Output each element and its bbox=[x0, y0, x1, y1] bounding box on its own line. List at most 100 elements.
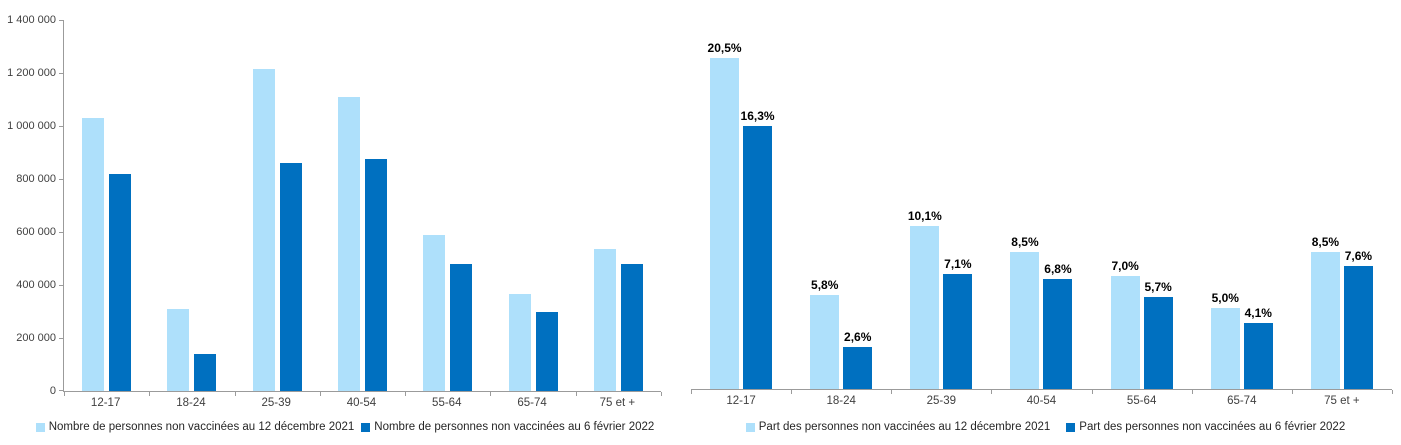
bar-series-1 bbox=[1143, 297, 1173, 389]
bar-group-slot bbox=[508, 294, 531, 391]
legend-swatch-dark-blue bbox=[361, 422, 371, 432]
category-group: 20,5% 16,3% bbox=[691, 34, 791, 389]
category-group: 7,0% 5,7% bbox=[1092, 34, 1192, 389]
legend-item-feb-2022: Part des personnes non vaccinées au 6 fé… bbox=[1066, 421, 1345, 433]
legend: Part des personnes non vaccinées au 12 d… bbox=[690, 421, 1401, 433]
y-tick-label: 600 000 bbox=[16, 226, 56, 238]
bar-group-slot: 2,6% bbox=[843, 331, 873, 389]
bar-series-0 bbox=[337, 97, 360, 391]
x-tick-label: 65-74 bbox=[1227, 395, 1257, 407]
bar-series-1 bbox=[743, 126, 773, 389]
bar-group-slot bbox=[82, 118, 105, 391]
legend-swatch-light-blue bbox=[35, 422, 45, 432]
data-label: 20,5% bbox=[707, 41, 742, 55]
bar-group-slot bbox=[593, 249, 616, 391]
bar-series-0 bbox=[910, 226, 940, 389]
y-axis-tick bbox=[59, 20, 63, 21]
bar-group-slot: 8,5% bbox=[1310, 235, 1340, 389]
x-axis-tick bbox=[490, 392, 492, 396]
data-label: 7,0% bbox=[1111, 259, 1139, 273]
y-axis-tick bbox=[59, 390, 63, 391]
y-axis-tick bbox=[59, 73, 63, 74]
x-axis-tick bbox=[991, 390, 993, 394]
data-label: 7,6% bbox=[1344, 249, 1373, 263]
y-tick-label: 400 000 bbox=[16, 279, 56, 291]
x-axis-tick bbox=[1392, 390, 1393, 394]
category-group bbox=[490, 20, 575, 391]
data-label: 7,1% bbox=[944, 257, 972, 271]
bar-series-0 bbox=[1010, 252, 1040, 389]
x-tick-label: 12-17 bbox=[90, 397, 121, 409]
category-group bbox=[64, 20, 149, 391]
y-axis-tick bbox=[59, 232, 63, 233]
category-group bbox=[320, 20, 405, 391]
data-label: 5,0% bbox=[1211, 291, 1239, 305]
bar-group-slot: 7,0% bbox=[1110, 259, 1140, 389]
category-group: 5,8% 2,6% bbox=[791, 34, 891, 389]
legend-label: Nombre de personnes non vaccinées au 12 … bbox=[48, 421, 355, 433]
bar-series-1 bbox=[1043, 279, 1073, 389]
bar-series-0 bbox=[1210, 308, 1240, 389]
bar-group-slot: 10,1% bbox=[908, 210, 942, 389]
y-tick-label: 1 400 000 bbox=[7, 14, 56, 26]
y-axis-labels: 1 400 000 1 200 000 1 000 000 800 000 600 00… bbox=[0, 14, 58, 397]
category-group bbox=[235, 20, 320, 391]
plot-area bbox=[59, 20, 662, 396]
x-axis-tick bbox=[791, 390, 793, 394]
bar-series-0 bbox=[82, 118, 105, 391]
bar-series-1 bbox=[279, 163, 302, 391]
x-tick-label: 75 et + bbox=[599, 397, 636, 409]
x-tick-label: 55-64 bbox=[432, 397, 462, 409]
data-label: 4,1% bbox=[1244, 306, 1272, 320]
bar-series-1 bbox=[364, 159, 387, 391]
chart-share-unvaccinated: 20,5% 16,3% 5,8% 2,6% 10,1% 7,1% 8,5% 6,8% 7,0% 5… bbox=[690, 0, 1401, 445]
bar-series-0 bbox=[1310, 252, 1340, 389]
bar-series-0 bbox=[710, 58, 740, 389]
bar-group-slot bbox=[620, 264, 643, 391]
legend-item-dec-2021: Part des personnes non vaccinées au 12 d… bbox=[745, 421, 1050, 433]
x-axis-tick bbox=[891, 390, 893, 394]
bar-series-1 bbox=[535, 312, 558, 391]
x-tick-label: 18-24 bbox=[826, 395, 856, 407]
y-tick-label: 1 000 000 bbox=[7, 120, 56, 132]
legend-swatch-light-blue bbox=[745, 422, 755, 432]
x-tick-label: 55-64 bbox=[1126, 395, 1157, 407]
bar-series-1 bbox=[843, 347, 873, 389]
x-axis-tick bbox=[64, 392, 65, 396]
bar-group-slot: 5,0% bbox=[1210, 291, 1240, 389]
bar-group-slot bbox=[364, 159, 387, 391]
data-label: 6,8% bbox=[1044, 262, 1072, 276]
category-group bbox=[149, 20, 234, 391]
bar-group-slot: 8,5% bbox=[1010, 235, 1040, 389]
x-axis-tick bbox=[319, 392, 321, 396]
category-group: 8,5% 6,8% bbox=[991, 34, 1091, 389]
bar-series-0 bbox=[252, 69, 275, 391]
x-axis-tick bbox=[1291, 390, 1293, 394]
x-tick-label: 75 et + bbox=[1324, 395, 1360, 407]
x-axis-tick bbox=[405, 392, 407, 396]
x-axis-tick bbox=[691, 390, 692, 394]
bar-group-slot bbox=[535, 312, 558, 391]
category-group bbox=[405, 20, 490, 391]
bar-series-0 bbox=[1110, 276, 1140, 389]
x-tick-label: 40-54 bbox=[346, 397, 377, 409]
y-tick-label: 800 000 bbox=[16, 173, 56, 185]
x-axis-labels: 12-17 18-24 25-39 40-54 55-64 65-74 75 et + bbox=[63, 397, 660, 409]
x-tick-label: 25-39 bbox=[926, 395, 957, 407]
y-axis-tick bbox=[59, 338, 63, 339]
x-tick-label: 40-54 bbox=[1026, 395, 1057, 407]
category-group: 8,5% 7,6% bbox=[1292, 34, 1392, 389]
chart-count-unvaccinated: 1 400 000 1 200 000 1 000 000 800 000 600 00… bbox=[0, 0, 690, 445]
legend-item-feb-2022: Nombre de personnes non vaccinées au 6 f… bbox=[361, 421, 654, 433]
x-axis-tick bbox=[575, 392, 577, 396]
bar-series-1 bbox=[620, 264, 643, 391]
bar-group-slot bbox=[167, 309, 190, 391]
x-axis-tick bbox=[149, 392, 151, 396]
x-tick-label: 12-17 bbox=[726, 395, 756, 407]
bar-group-slot bbox=[252, 69, 275, 391]
data-label: 8,5% bbox=[1011, 235, 1039, 249]
bar-group-slot bbox=[109, 174, 132, 391]
category-group bbox=[576, 20, 661, 391]
data-label: 8,5% bbox=[1311, 235, 1340, 249]
